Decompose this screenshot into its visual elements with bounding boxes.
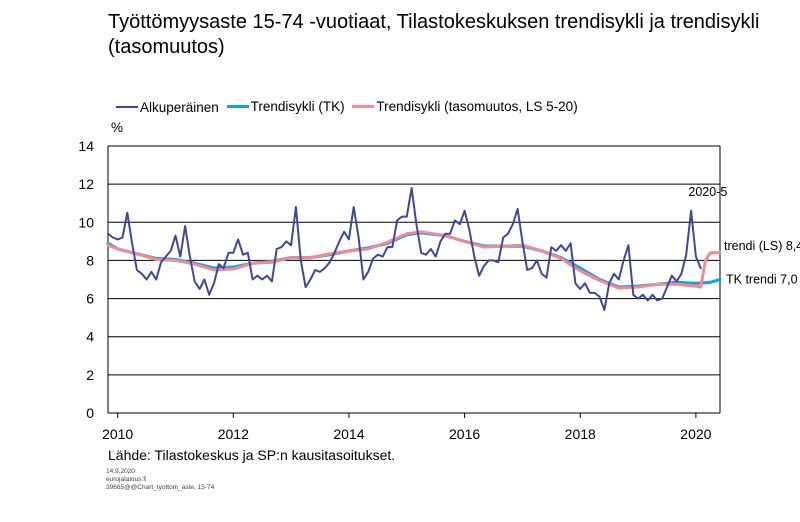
legend-item-trendisykli-tasomuutos: Trendisykli (tasomuutos, LS 5-20) <box>352 99 578 114</box>
legend-label-alkuperainen: Alkuperäinen <box>140 99 219 115</box>
source-note: Lähde: Tilastokeskus ja SP:n kausitasoit… <box>108 447 396 463</box>
meta-site: eurojatalous.fi <box>106 476 147 483</box>
annotation-tk-trendi: TK trendi 7,0 <box>726 273 798 287</box>
y-axis-unit-label: % <box>111 120 124 135</box>
legend-swatch-trendisykli-tk <box>226 105 249 108</box>
y-tick-label-14: 14 <box>78 138 94 154</box>
meta-chart-id: 39665@@Chart_tyottom_aste, 15-74 <box>106 484 215 491</box>
legend-label-trendisykli-tasomuutos: Trendisykli (tasomuutos, LS 5-20) <box>376 99 578 114</box>
x-tick-label-2012: 2012 <box>218 426 249 442</box>
y-tick-label-12: 12 <box>78 176 94 192</box>
y-tick-label-0: 0 <box>86 405 94 421</box>
x-tick-label-2016: 2016 <box>449 426 480 442</box>
y-tick-label-2: 2 <box>86 367 94 383</box>
legend-item-alkuperainen: Alkuperäinen <box>116 100 219 115</box>
y-tick-label-6: 6 <box>86 291 94 307</box>
annotation-trendi-ls: trendi (LS) 8,4 <box>724 239 800 253</box>
x-tick-label-2014: 2014 <box>333 426 364 442</box>
meta-date: 14.9.2020 <box>106 468 135 475</box>
meta-info: 14.9.2020 eurojatalous.fi 39665@@Chart_t… <box>106 468 214 492</box>
chart-legend: Alkuperäinen Trendisykli (TK) Trendisykl… <box>116 96 582 115</box>
legend-label-trendisykli-tk: Trendisykli (TK) <box>250 99 345 114</box>
y-tick-label-8: 8 <box>86 252 94 268</box>
chart-title: Työttömyysaste 15-74 -vuotiaat, Tilastok… <box>108 11 760 58</box>
y-tick-label-4: 4 <box>86 329 94 345</box>
series-line-alkuperainen <box>107 187 702 311</box>
annotation-2020-5: 2020-5 <box>688 185 727 199</box>
x-tick-label-2020: 2020 <box>680 426 711 442</box>
legend-swatch-trendisykli-tasomuutos <box>352 105 375 108</box>
series-line-trendisykli-tasomuutos <box>106 230 722 290</box>
y-tick-label-10: 10 <box>78 214 94 230</box>
x-tick-label-2018: 2018 <box>565 426 596 442</box>
x-tick-label-2010: 2010 <box>102 426 133 442</box>
legend-swatch-alkuperainen <box>116 106 138 108</box>
legend-item-trendisykli-tk: Trendisykli (TK) <box>226 99 345 114</box>
